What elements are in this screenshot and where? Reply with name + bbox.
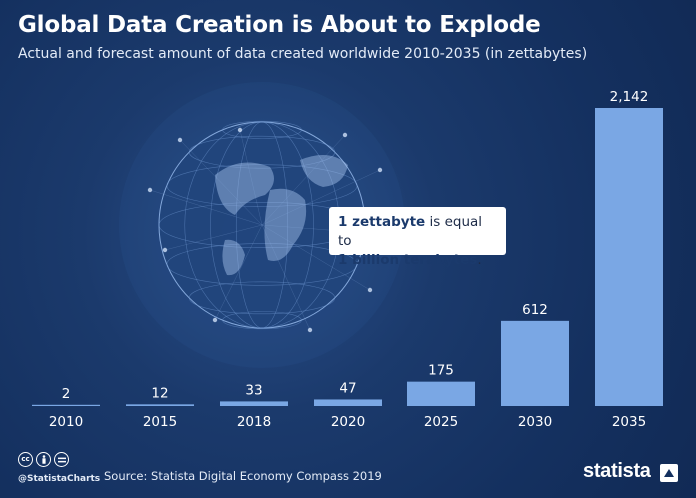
value-label-2035: 2,142 [610, 89, 649, 105]
value-label-2010: 2 [62, 386, 71, 402]
bar-2025 [407, 381, 475, 406]
value-label-2015: 12 [151, 385, 168, 401]
value-label-2018: 33 [245, 382, 262, 398]
x-tick-2020: 2020 [331, 414, 365, 430]
statista-logo: statista [583, 460, 651, 482]
x-tick-2010: 2010 [49, 414, 83, 430]
bar-2010 [32, 404, 100, 406]
x-tick-2025: 2025 [424, 414, 458, 430]
x-tick-2030: 2030 [518, 414, 552, 430]
value-label-2020: 47 [339, 380, 356, 396]
license-icons: cc [18, 452, 69, 467]
callout-bold-2: 1 billion terabytes [338, 252, 478, 268]
callout-bold-1: 1 zettabyte [338, 214, 426, 230]
callout-text-2: . [477, 252, 482, 268]
globe-illustration [119, 82, 405, 368]
x-tick-2018: 2018 [237, 414, 271, 430]
chart-subtitle: Actual and forecast amount of data creat… [18, 46, 588, 62]
source-note: Source: Statista Digital Economy Compass… [104, 469, 382, 483]
x-tick-2015: 2015 [143, 414, 177, 430]
twitter-handle: @StatistaCharts [18, 474, 101, 484]
bar-2020 [314, 399, 382, 406]
chart-title: Global Data Creation is About to Explode [18, 12, 541, 38]
bar-2035 [595, 108, 663, 406]
x-tick-2035: 2035 [612, 414, 646, 430]
bars-group: 2 2010 12 2015 33 2018 47 2020 175 2025 612 2030 2,1… [32, 89, 663, 430]
bar-2018 [220, 401, 288, 406]
value-label-2030: 612 [522, 302, 548, 318]
value-label-2025: 175 [428, 363, 454, 379]
info-callout: 1 zettabyte is equal to 1 billion teraby… [329, 207, 506, 268]
creative-commons-icon: cc [18, 452, 33, 467]
bar-2015 [126, 404, 194, 406]
bar-2030 [501, 320, 569, 406]
statista-logo-icon [660, 464, 678, 482]
no-derivatives-icon [54, 452, 69, 467]
callout-text-1: is equal to [338, 214, 483, 249]
attribution-icon [36, 452, 51, 467]
